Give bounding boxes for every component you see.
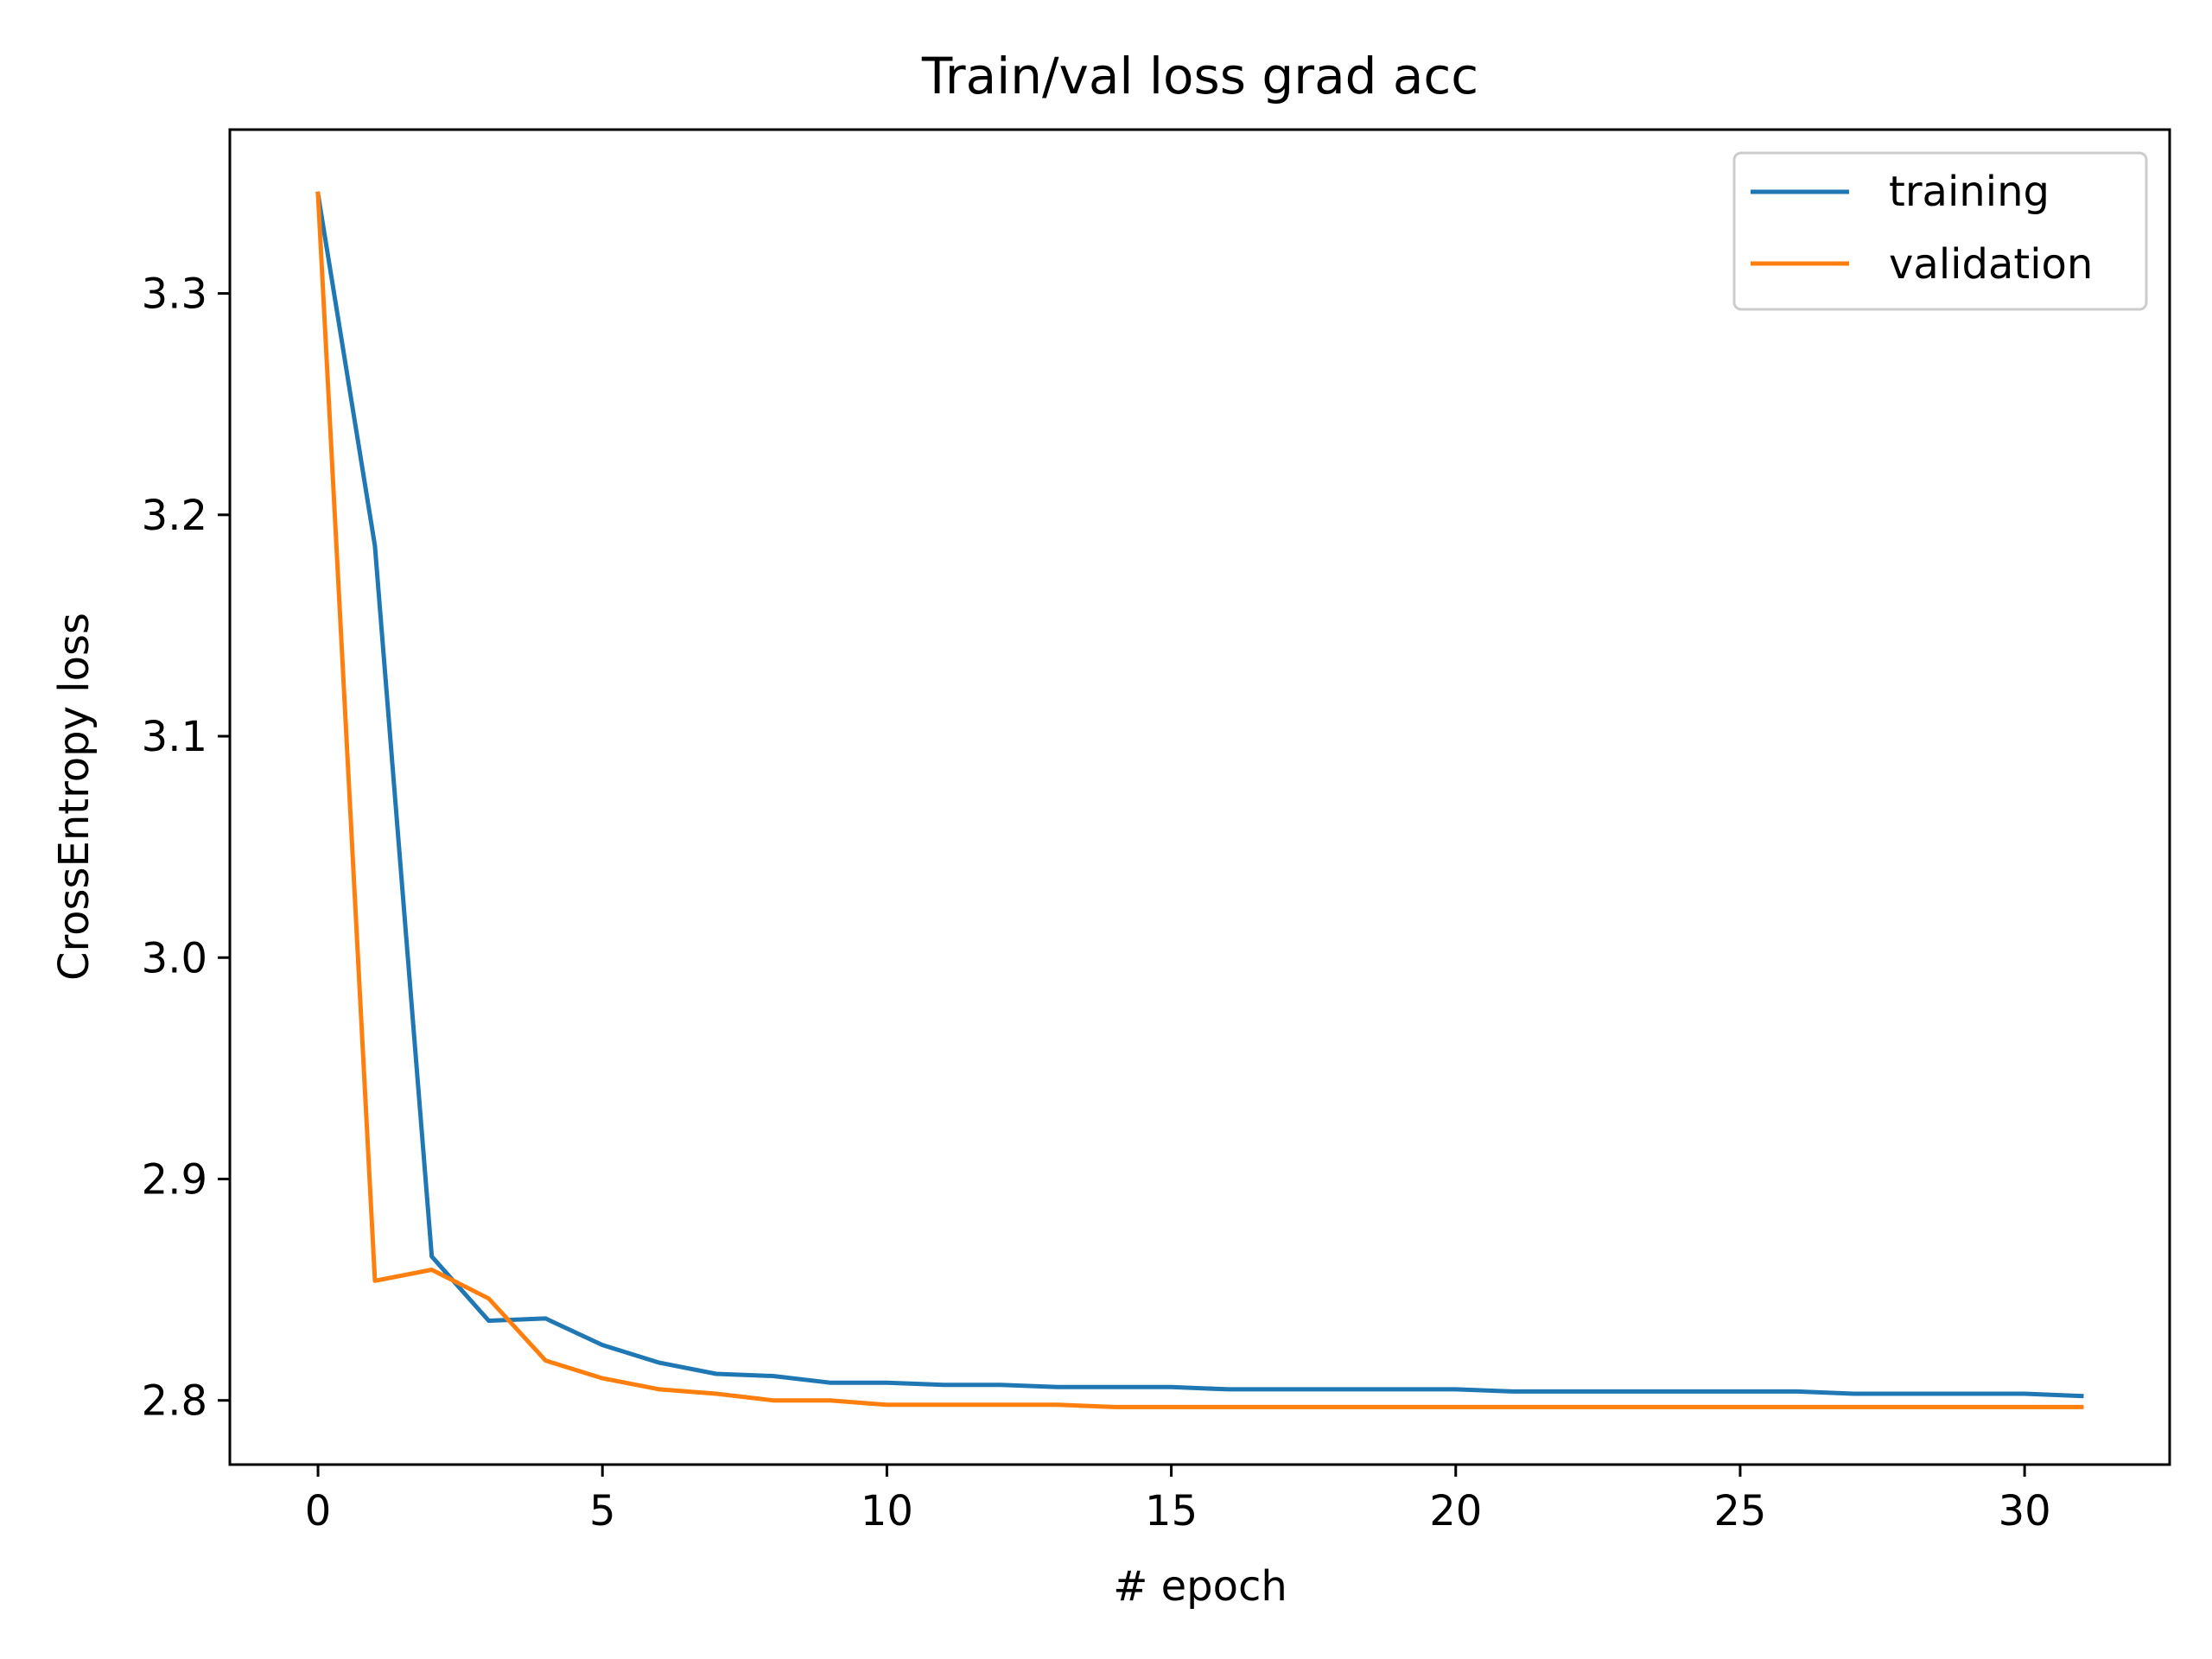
- y-tick-label: 3.3: [142, 270, 207, 319]
- x-tick-label: 10: [861, 1487, 913, 1535]
- y-tick-label: 3.2: [142, 492, 207, 540]
- x-tick-label: 20: [1429, 1487, 1482, 1535]
- x-tick-label: 15: [1145, 1487, 1198, 1535]
- legend-label-validation: validation: [1889, 240, 2093, 289]
- x-axis-label: # epoch: [1113, 1562, 1287, 1611]
- legend: training validation: [1732, 151, 2148, 311]
- x-tick-label: 25: [1713, 1487, 1766, 1535]
- plot-frame: [228, 128, 2171, 1466]
- legend-label-training: training: [1889, 168, 2050, 216]
- series-line-validation: [315, 191, 2084, 1409]
- x-tick-label: 0: [305, 1487, 332, 1535]
- y-tick-label: 2.8: [142, 1377, 207, 1426]
- axis-ticks: 0 5 10 15 20 25 30 2.8 2.9 3.0 3.1 3.2 3.3: [142, 270, 2051, 1535]
- y-tick-label: 3.0: [142, 934, 207, 982]
- plot-area: [315, 191, 2084, 1409]
- y-tick-label: 2.9: [142, 1155, 207, 1204]
- x-tick-label: 5: [589, 1487, 616, 1535]
- chart-title: Train/val loss grad acc: [921, 47, 1478, 105]
- y-axis-label: CrossEntropy loss: [50, 613, 99, 981]
- series-line-training: [315, 191, 2084, 1399]
- x-tick-label: 30: [1999, 1487, 2051, 1535]
- y-tick-label: 3.1: [142, 713, 207, 761]
